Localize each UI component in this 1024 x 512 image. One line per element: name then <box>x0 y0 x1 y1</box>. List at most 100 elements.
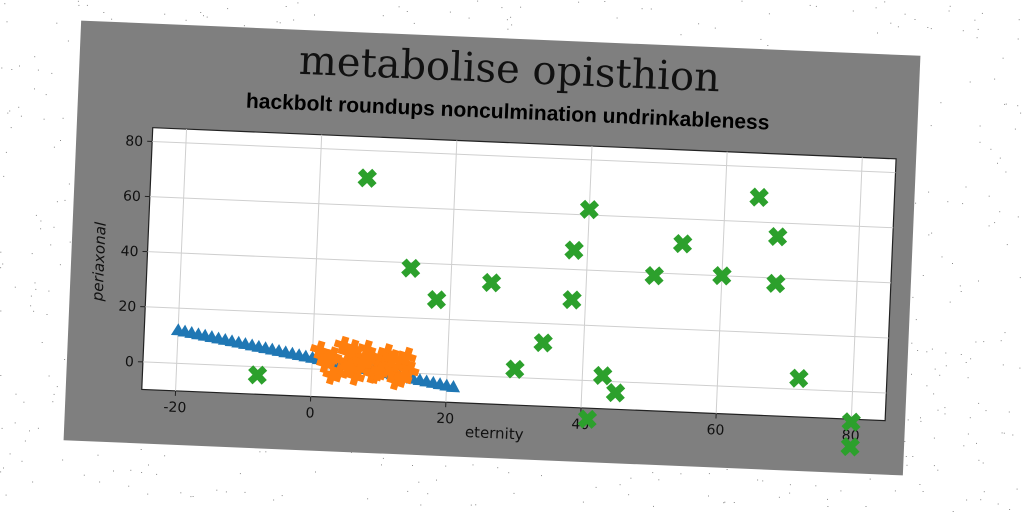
noise-dot <box>941 256 943 258</box>
noise-dot <box>931 232 933 234</box>
noise-dot <box>1012 434 1014 436</box>
noise-dot <box>185 19 187 21</box>
noise-dot <box>1002 364 1004 366</box>
noise-dot <box>30 305 32 307</box>
noise-dot <box>630 477 632 479</box>
noise-dot <box>920 420 922 422</box>
noise-dot <box>1020 112 1022 114</box>
noise-dot <box>40 228 42 230</box>
noise-dot <box>680 473 682 475</box>
noise-dot <box>64 199 66 201</box>
x-point <box>533 333 553 353</box>
noise-dot <box>978 459 980 461</box>
plus-point <box>369 362 390 382</box>
noise-dot <box>890 22 892 24</box>
noise-dot <box>982 462 984 464</box>
noise-dot <box>940 102 942 104</box>
x-point <box>481 272 502 293</box>
noise-dot <box>141 472 143 473</box>
x-point <box>579 199 600 220</box>
noise-dot <box>418 481 420 483</box>
noise-dot <box>927 27 929 28</box>
noise-dot <box>815 485 817 487</box>
plus-point <box>383 348 404 369</box>
noise-dot <box>933 393 935 395</box>
y-tick-label: 80 <box>125 133 143 150</box>
noise-dot <box>877 32 878 34</box>
noise-dot <box>56 201 58 203</box>
noise-dot <box>436 479 437 481</box>
noise-dot <box>698 23 700 25</box>
noise-dot <box>7 112 9 114</box>
noise-dot <box>37 69 39 71</box>
noise-dot <box>974 19 976 21</box>
x-point <box>247 365 268 385</box>
noise-dot <box>981 12 983 14</box>
noise-dot <box>470 504 472 506</box>
noise-dot <box>297 2 299 4</box>
noise-dot <box>33 310 35 312</box>
noise-dot <box>915 319 917 321</box>
x-grid-line <box>850 157 863 420</box>
y-axis-label: periaxonal <box>88 221 109 303</box>
noise-dot <box>52 401 54 403</box>
noise-dot <box>67 40 69 42</box>
noise-dot <box>227 8 229 10</box>
noise-dot <box>915 202 917 204</box>
noise-dot <box>1002 57 1004 59</box>
noise-dot <box>944 407 946 409</box>
noise-dot <box>983 341 985 343</box>
noise-dot <box>97 454 99 456</box>
noise-dot <box>35 214 37 216</box>
noise-dot <box>969 417 971 419</box>
noise-dot <box>59 264 61 266</box>
noise-dot <box>78 4 80 6</box>
noise-dot <box>815 5 817 7</box>
noise-dot <box>147 493 149 495</box>
y-tick-label: 0 <box>125 354 135 370</box>
noise-dot <box>1004 332 1006 334</box>
noise-dot <box>1019 367 1021 369</box>
noise-dot <box>0 471 2 473</box>
noise-dot <box>962 30 964 32</box>
noise-dot <box>1000 340 1002 342</box>
noise-dot <box>767 45 769 46</box>
noise-dot <box>164 455 166 457</box>
noise-dot <box>6 21 8 23</box>
noise-dot <box>1003 432 1005 434</box>
noise-dot <box>192 496 194 497</box>
noise-dot <box>285 6 287 7</box>
noise-dot <box>40 220 42 222</box>
x-point <box>841 412 861 432</box>
noise-dot <box>920 417 921 419</box>
noise-dot <box>23 401 25 403</box>
data-marks <box>170 168 861 457</box>
noise-dot <box>988 225 990 227</box>
noise-dot <box>1014 128 1016 130</box>
noise-dot <box>15 393 17 395</box>
noise-dot <box>999 211 1001 213</box>
noise-dot <box>475 504 477 506</box>
noise-dot <box>406 11 408 12</box>
noise-dot <box>5 494 7 496</box>
y-grid-line <box>147 251 891 284</box>
noise-dot <box>724 501 726 503</box>
noise-dot <box>960 291 962 292</box>
noise-dot <box>949 5 951 7</box>
noise-dot <box>243 25 245 27</box>
noise-dot <box>911 342 913 344</box>
noise-dot <box>778 496 780 498</box>
y-tick-label: 40 <box>120 244 138 261</box>
noise-dot <box>5 151 7 153</box>
noise-dot <box>723 502 725 504</box>
noise-dot <box>382 15 384 17</box>
noise-dot <box>994 222 996 224</box>
noise-dot <box>962 203 964 205</box>
noise-dot <box>9 110 11 112</box>
x-point <box>592 365 613 386</box>
x-point <box>789 368 809 389</box>
noise-dot <box>50 244 52 246</box>
noise-dot <box>708 473 710 475</box>
noise-dot <box>926 385 928 387</box>
noise-dot <box>944 413 946 415</box>
